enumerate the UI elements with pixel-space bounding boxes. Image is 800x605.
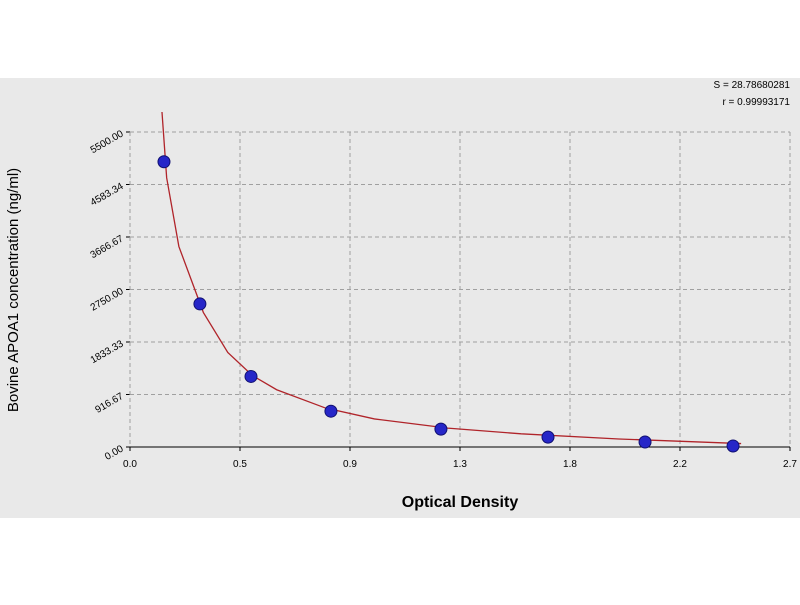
- data-point: [726, 439, 740, 453]
- chart-background: [0, 78, 800, 518]
- x-tick-label: 1.8: [563, 459, 577, 470]
- data-point: [434, 422, 448, 436]
- x-tick-label: 2.7: [783, 459, 797, 470]
- data-point: [193, 297, 207, 311]
- fit-curve: [161, 112, 742, 445]
- plot-area: [161, 112, 742, 445]
- x-tick-label: 1.3: [453, 459, 467, 470]
- x-tick-label: 0.5: [233, 459, 247, 470]
- data-point: [244, 369, 258, 383]
- data-point: [638, 435, 652, 449]
- annotation: S = 28.78680281: [714, 80, 791, 91]
- y-axis-title: Bovine APOA1 concentration (ng/ml): [5, 168, 22, 412]
- x-tick-label: 0.0: [123, 459, 137, 470]
- x-tick-label: 0.9: [343, 459, 357, 470]
- data-point: [324, 404, 338, 418]
- data-point: [157, 155, 171, 169]
- annotation: r = 0.99993171: [722, 97, 790, 108]
- x-axis-title: Optical Density: [402, 494, 519, 511]
- data-point: [541, 430, 555, 444]
- x-tick-label: 2.2: [673, 459, 687, 470]
